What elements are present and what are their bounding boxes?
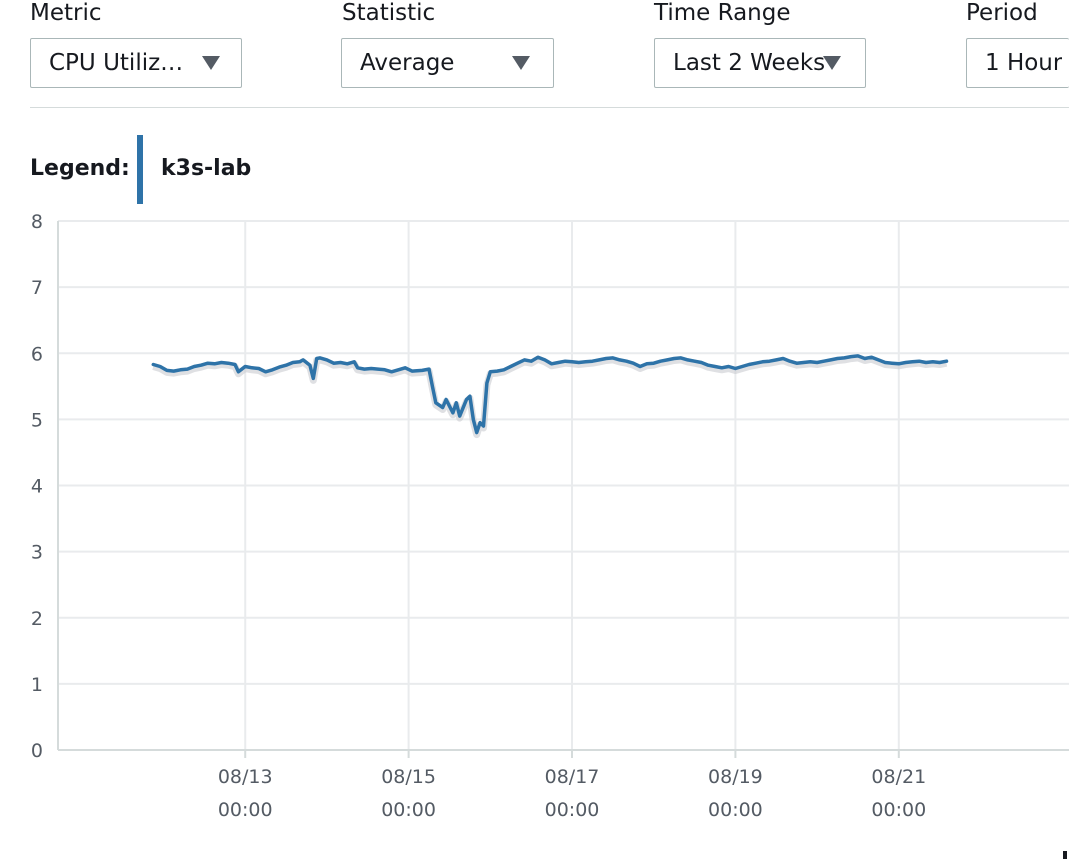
x-tick-time-label: 00:00: [381, 799, 436, 821]
x-tick-time-label: 00:00: [218, 799, 273, 821]
chevron-down-icon: [512, 56, 530, 70]
period-select-value: 1 Hour: [985, 50, 1063, 76]
y-tick-label: 3: [31, 542, 43, 564]
series-line-k3s-lab: [151, 354, 949, 435]
chevron-down-icon: [823, 56, 841, 70]
metric-select-value: CPU Utiliz…: [49, 50, 184, 76]
y-tick-label: 2: [31, 608, 43, 630]
y-tick-label: 7: [31, 277, 43, 299]
legend-title: Legend:: [30, 156, 130, 181]
filter-divider: [30, 107, 1069, 108]
x-tick-date-label: 08/19: [708, 766, 763, 788]
y-tick-label: 4: [31, 476, 43, 498]
y-tick-label: 1: [31, 674, 43, 696]
statistic-select[interactable]: Average: [341, 38, 554, 88]
x-tick-time-label: 00:00: [708, 799, 763, 821]
y-tick-label: 0: [31, 740, 43, 762]
metric-label: Metric: [30, 0, 102, 26]
x-tick-date-label: 08/21: [871, 766, 926, 788]
chevron-down-icon: [202, 56, 220, 70]
x-tick-date-label: 08/13: [218, 766, 273, 788]
x-tick-time-label: 00:00: [545, 799, 600, 821]
legend-item-k3s-lab[interactable]: k3s-lab: [161, 156, 252, 181]
y-tick-label: 6: [31, 343, 43, 365]
time-range-select-value: Last 2 Weeks: [673, 50, 826, 76]
x-tick-date-label: 08/15: [381, 766, 436, 788]
cpu-utilization-chart[interactable]: 0 1 2 3 4 5 6 7 8 08/13 00:00 08/15 00:00 08/17 00:00 0…: [0, 205, 1069, 830]
statistic-select-value: Average: [360, 50, 455, 76]
time-range-select[interactable]: Last 2 Weeks: [654, 38, 866, 88]
series-line-shadow: [152, 354, 948, 439]
period-select[interactable]: 1 Hour: [966, 38, 1069, 88]
y-tick-label: 5: [31, 409, 43, 431]
legend-swatch: [137, 135, 143, 204]
x-tick-date-label: 08/17: [545, 766, 600, 788]
time-range-label: Time Range: [654, 0, 791, 26]
x-tick-time-label: 00:00: [871, 799, 926, 821]
y-tick-label: 8: [31, 211, 43, 233]
metric-select[interactable]: CPU Utiliz…: [30, 38, 242, 88]
cursor-icon: [1063, 851, 1067, 859]
statistic-label: Statistic: [342, 0, 436, 26]
period-label: Period: [966, 0, 1038, 26]
